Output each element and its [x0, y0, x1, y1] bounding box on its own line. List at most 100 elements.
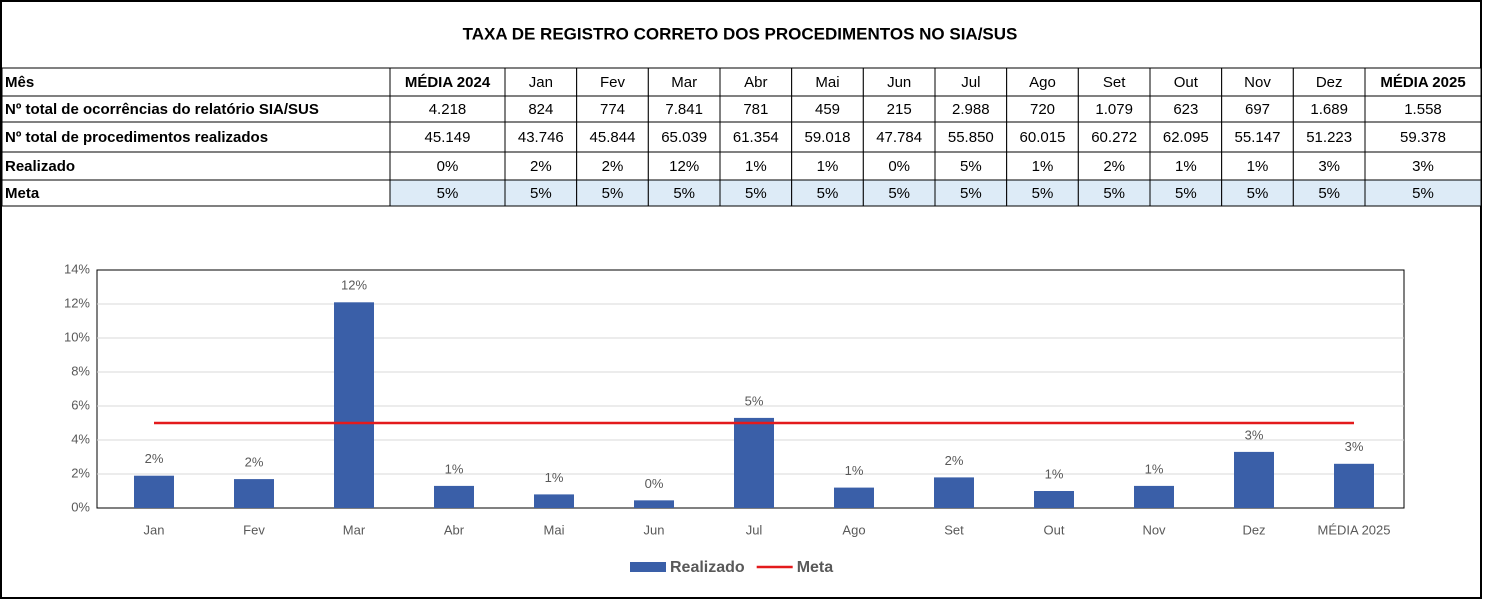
table-cell — [1006, 121, 1079, 153]
bar — [234, 479, 274, 508]
cell-text: Nov — [1244, 74, 1271, 91]
table-cell — [862, 151, 936, 181]
data-label: 3% — [1345, 439, 1364, 454]
table-cell — [791, 95, 864, 123]
x-tick-label: Jul — [746, 522, 763, 537]
cell-text: 3% — [1318, 158, 1340, 175]
table-cell — [1, 121, 391, 153]
cell-text: 5% — [1032, 185, 1054, 202]
cell-text: 5% — [745, 185, 767, 202]
cell-text: 5% — [1318, 185, 1340, 202]
table-cell — [1221, 179, 1294, 207]
table-cell — [719, 151, 793, 181]
table-cell — [389, 95, 506, 123]
x-tick-label: Jan — [144, 522, 165, 537]
cell-text: 65.039 — [661, 129, 707, 146]
legend-label: Meta — [797, 559, 834, 576]
cell-text: Fev — [600, 74, 626, 91]
x-tick-label: Set — [944, 522, 964, 537]
table-cell — [1149, 121, 1223, 153]
cell-text: 5% — [673, 185, 695, 202]
cell-text: 5% — [530, 185, 552, 202]
cell-text: 1% — [745, 158, 767, 175]
cell-text: 1% — [1175, 158, 1197, 175]
cell-text: 5% — [602, 185, 624, 202]
cell-text: 824 — [528, 101, 553, 118]
x-tick-label: Dez — [1242, 522, 1265, 537]
cell-text: 59.378 — [1400, 129, 1446, 146]
table-cell — [504, 151, 578, 181]
cell-text: 5% — [1247, 185, 1269, 202]
data-label: 3% — [1245, 427, 1264, 442]
cell-text: 5% — [1103, 185, 1125, 202]
bar — [1334, 463, 1374, 508]
legend-swatch — [630, 562, 666, 572]
x-tick-label: Out — [1044, 522, 1065, 537]
table-cell — [389, 179, 506, 207]
bar — [934, 477, 974, 508]
bar — [534, 494, 574, 508]
y-tick-label: 12% — [64, 295, 90, 310]
cell-text: 2% — [602, 158, 624, 175]
table-cell — [1149, 95, 1223, 123]
cell-text: Mês — [5, 74, 34, 91]
bar — [734, 417, 774, 508]
table-cell — [647, 179, 721, 207]
cell-text: 45.844 — [590, 129, 636, 146]
cell-text: Mai — [815, 74, 839, 91]
cell-text: 1.079 — [1095, 101, 1133, 118]
cell-text: 4.218 — [429, 101, 467, 118]
data-label: 5% — [745, 393, 764, 408]
table-cell — [934, 121, 1008, 153]
cell-text: MÉDIA 2024 — [405, 74, 491, 91]
cell-text: 2% — [530, 158, 552, 175]
table-cell — [1077, 179, 1151, 207]
y-tick-label: 8% — [71, 363, 90, 378]
cell-text: 3% — [1412, 158, 1434, 175]
cell-text: 5% — [960, 185, 982, 202]
data-label: 12% — [341, 278, 367, 293]
table-cell — [719, 95, 793, 123]
cell-text: Jun — [887, 74, 911, 91]
table-cell — [389, 151, 506, 181]
cell-text: 0% — [437, 158, 459, 175]
cell-text: 55.147 — [1235, 129, 1281, 146]
data-label: 1% — [445, 461, 464, 476]
table-cell — [1006, 67, 1079, 97]
data-label: 1% — [845, 463, 864, 478]
data-label: 0% — [645, 476, 664, 491]
table-cell — [862, 179, 936, 207]
cell-text: 1% — [817, 158, 839, 175]
bar — [1034, 491, 1074, 508]
x-tick-label: MÉDIA 2025 — [1318, 522, 1391, 537]
table-cell — [719, 121, 793, 153]
y-tick-label: 14% — [64, 261, 90, 276]
table-cell — [647, 95, 721, 123]
cell-text: 55.850 — [948, 129, 994, 146]
cell-text: 47.784 — [876, 129, 922, 146]
y-tick-label: 4% — [71, 431, 90, 446]
cell-text: Nº total de procedimentos realizados — [5, 129, 268, 146]
cell-text: 720 — [1030, 101, 1055, 118]
table-cell — [576, 95, 649, 123]
table-cell — [389, 67, 506, 97]
table-cell — [1221, 95, 1294, 123]
legend-label: Realizado — [670, 559, 745, 576]
y-tick-label: 0% — [71, 499, 90, 514]
bar — [134, 475, 174, 508]
cell-text: 1.558 — [1404, 101, 1442, 118]
data-label: 1% — [1045, 466, 1064, 481]
cell-text: Nº total de ocorrências do relatório SIA… — [5, 101, 319, 118]
table-cell — [576, 151, 649, 181]
table-cell — [1292, 95, 1366, 123]
cell-text: 623 — [1173, 101, 1198, 118]
bar — [634, 500, 674, 508]
table-cell — [934, 151, 1008, 181]
table-cell — [504, 95, 578, 123]
x-tick-label: Abr — [444, 522, 465, 537]
cell-text: 2% — [1103, 158, 1125, 175]
cell-text: Mar — [671, 74, 697, 91]
table-cell — [1, 67, 391, 97]
cell-text: 5% — [960, 158, 982, 175]
